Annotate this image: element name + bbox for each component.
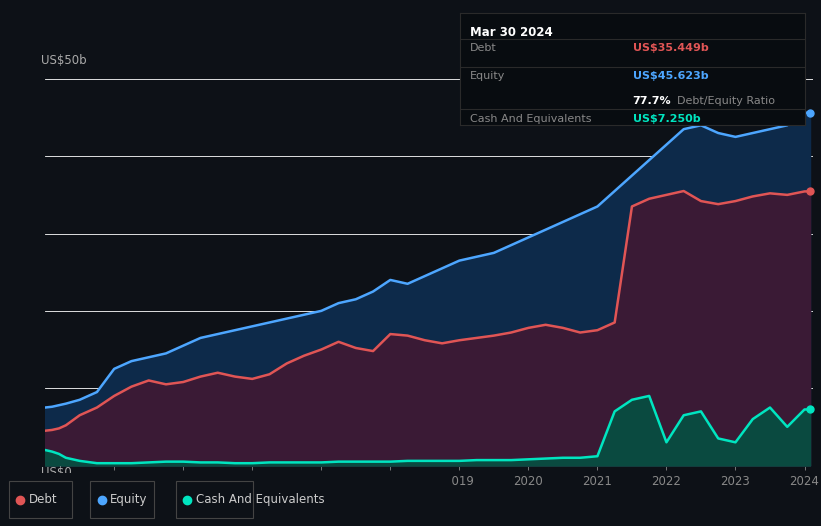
Text: Mar 30 2024: Mar 30 2024	[470, 26, 553, 39]
Text: Debt: Debt	[29, 493, 57, 506]
Text: US$35.449b: US$35.449b	[632, 43, 709, 53]
Text: Equity: Equity	[470, 71, 506, 81]
Text: US$50b: US$50b	[41, 54, 87, 67]
Text: 77.7%: 77.7%	[632, 96, 671, 106]
Text: Debt/Equity Ratio: Debt/Equity Ratio	[677, 96, 775, 106]
Text: US$7.250b: US$7.250b	[632, 114, 700, 124]
Text: US$0: US$0	[41, 466, 72, 479]
Text: Equity: Equity	[110, 493, 147, 506]
Text: Cash And Equivalents: Cash And Equivalents	[470, 114, 592, 124]
Text: Cash And Equivalents: Cash And Equivalents	[195, 493, 324, 506]
Text: US$45.623b: US$45.623b	[632, 71, 709, 81]
Text: Debt: Debt	[470, 43, 497, 53]
